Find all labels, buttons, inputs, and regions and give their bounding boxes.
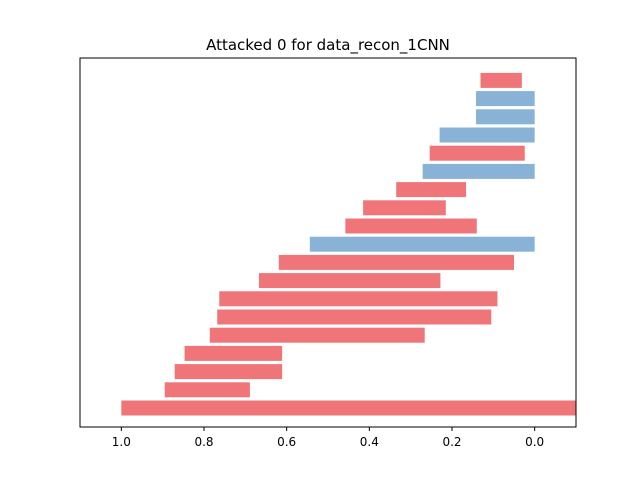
bar-11 bbox=[363, 200, 446, 216]
chart-title: Attacked 0 for data_recon_1CNN bbox=[206, 36, 450, 55]
x-tick-label: 0.4 bbox=[360, 435, 379, 449]
bar-10 bbox=[345, 218, 477, 234]
x-tick-label: 0.2 bbox=[442, 435, 461, 449]
plot-frame bbox=[79, 57, 577, 428]
bar-0 bbox=[121, 400, 576, 416]
bar-17 bbox=[475, 91, 535, 107]
bar-6 bbox=[219, 291, 498, 307]
bar-8 bbox=[278, 254, 514, 270]
bar-14 bbox=[429, 145, 525, 161]
bar-13 bbox=[422, 163, 535, 179]
bar-2 bbox=[174, 364, 283, 380]
bar-15 bbox=[439, 127, 535, 143]
bar-12 bbox=[396, 182, 467, 198]
x-ticks-group: 1.0 0.8 0.6 0.4 0.2 0.0 bbox=[112, 427, 544, 449]
x-tick-label: 0.8 bbox=[194, 435, 213, 449]
bar-1 bbox=[164, 382, 250, 398]
bar-18 bbox=[480, 72, 522, 88]
bar-9 bbox=[309, 236, 535, 252]
x-tick-label: 0.6 bbox=[277, 435, 296, 449]
bar-7 bbox=[258, 273, 441, 289]
bar-16 bbox=[475, 109, 535, 125]
bars-group bbox=[121, 72, 576, 416]
bar-5 bbox=[217, 309, 492, 325]
x-tick-label: 1.0 bbox=[112, 435, 131, 449]
x-tick-label: 0.0 bbox=[525, 435, 544, 449]
bar-4 bbox=[209, 327, 425, 343]
bar-3 bbox=[184, 345, 283, 361]
